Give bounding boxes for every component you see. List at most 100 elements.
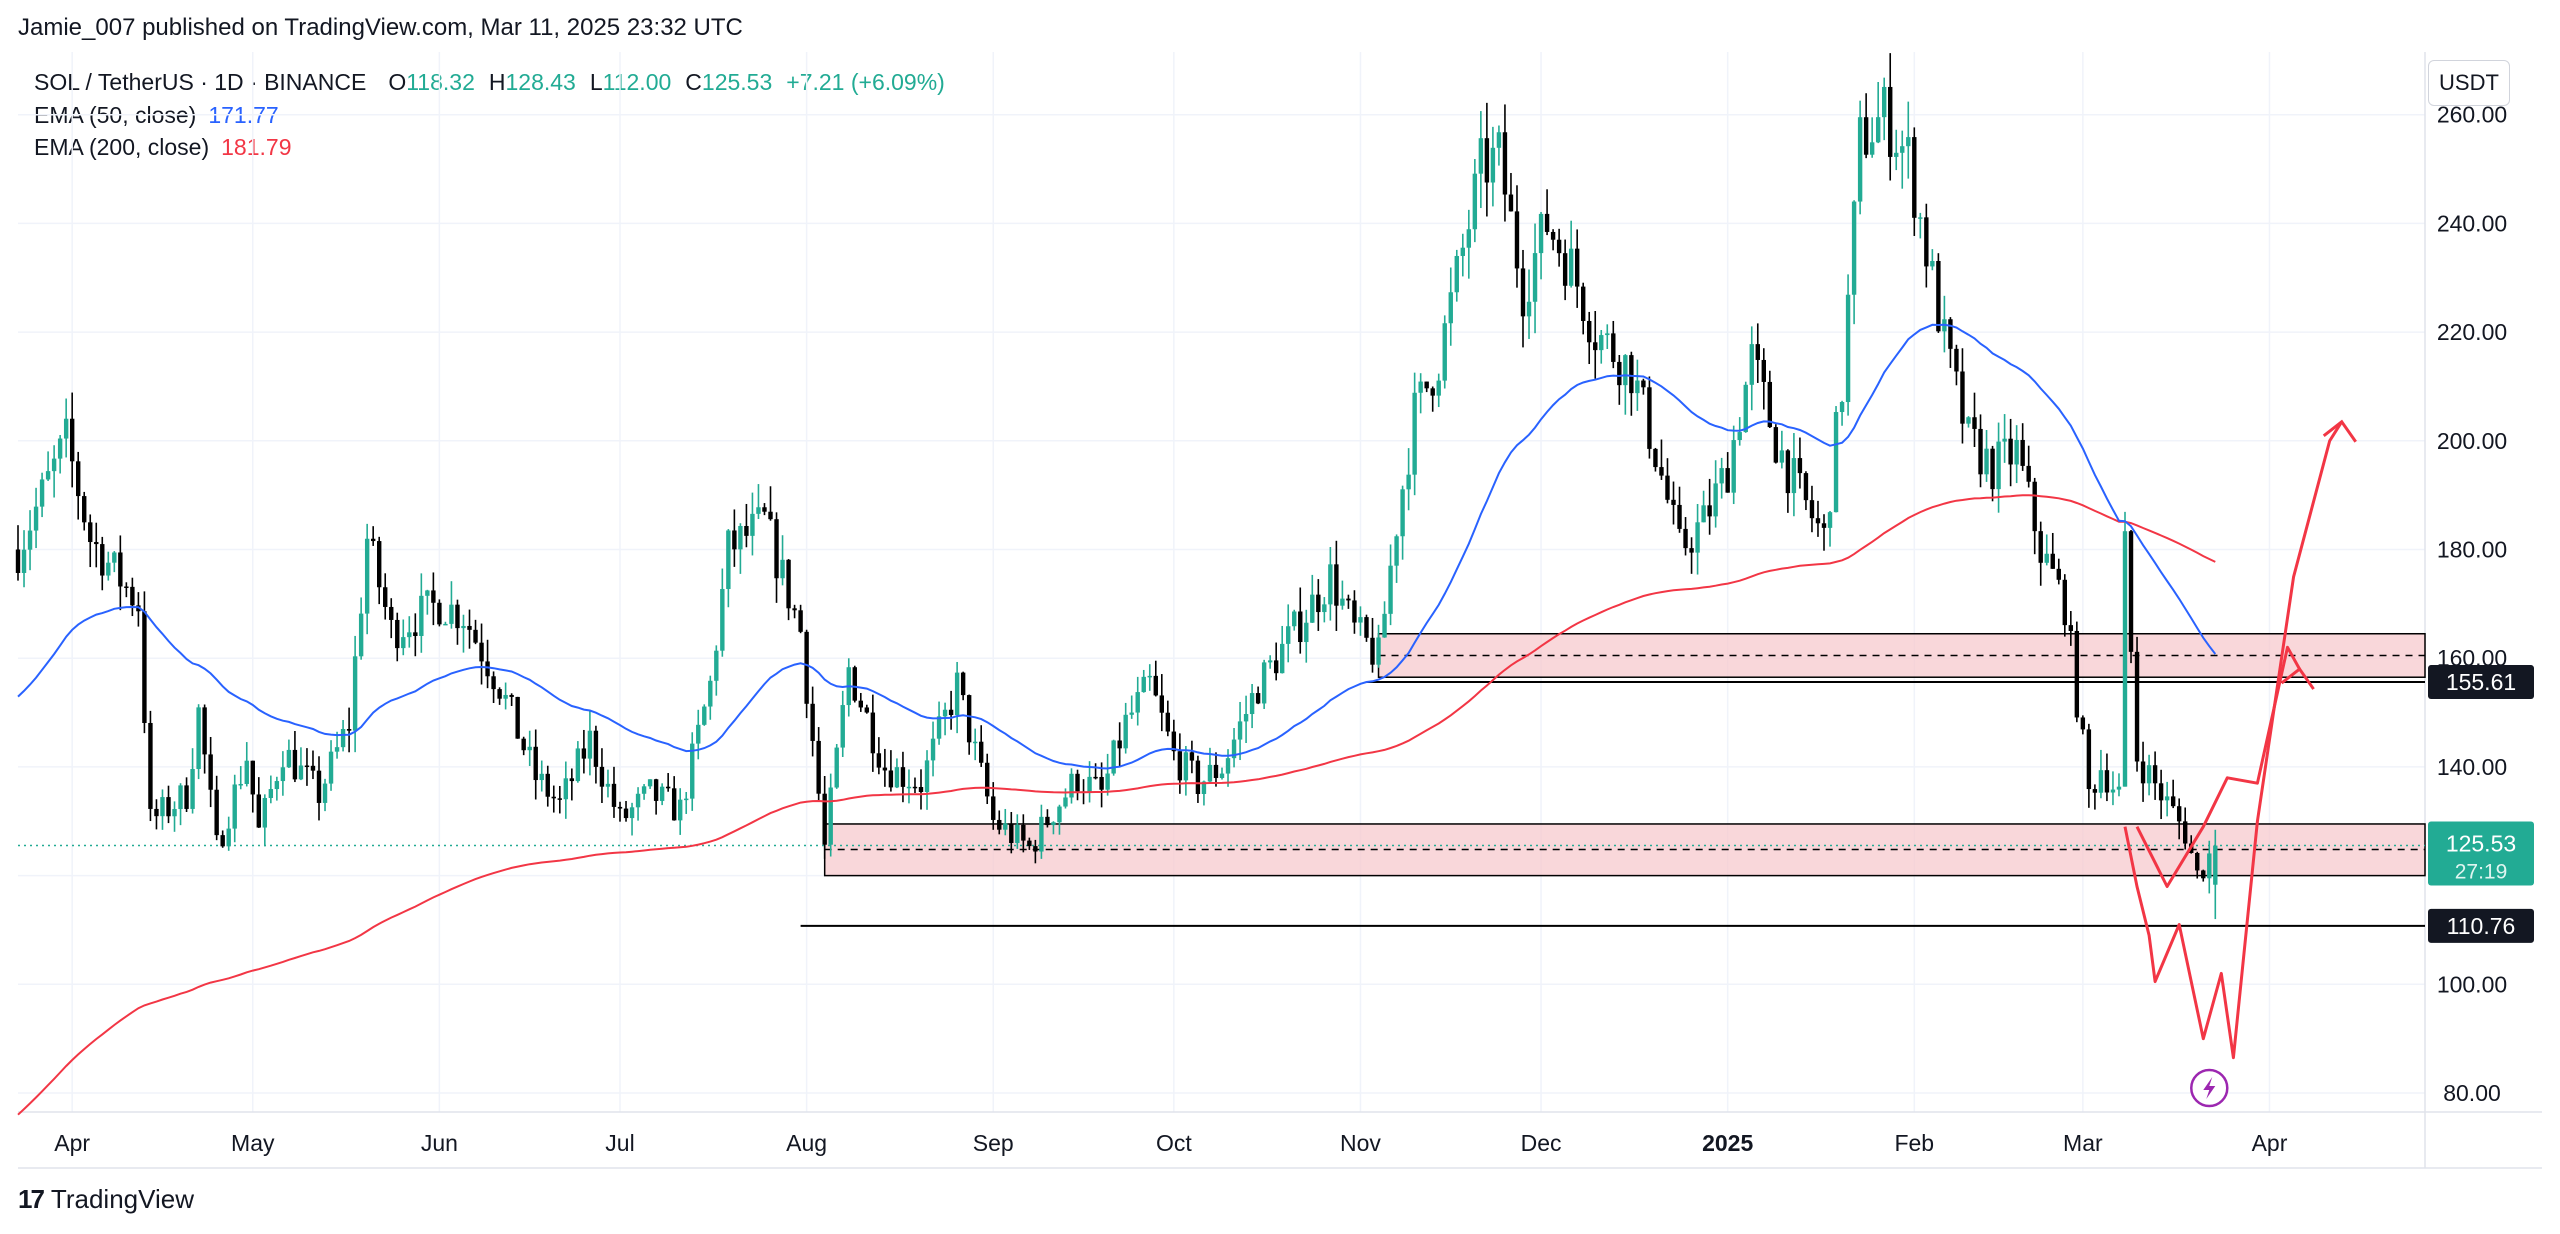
candle	[581, 729, 587, 774]
candle-body	[220, 835, 225, 847]
candle-body	[1749, 344, 1754, 385]
candle-body	[1418, 381, 1423, 393]
level-price-label-box	[2428, 908, 2534, 943]
candle	[1460, 233, 1465, 277]
candle-body	[954, 672, 960, 716]
candle	[2074, 621, 2080, 723]
candle-body	[557, 798, 562, 800]
candle-body	[130, 586, 135, 606]
candle	[2020, 423, 2025, 471]
candle-body	[2134, 651, 2140, 762]
candle-body	[611, 783, 617, 807]
candle-body	[720, 588, 725, 651]
open-label: O	[388, 69, 407, 95]
candle	[756, 484, 761, 520]
ema200-row[interactable]: EMA (200, close) 181.79	[34, 131, 945, 164]
candle	[51, 445, 57, 498]
candle-body	[1063, 797, 1068, 807]
candle	[864, 704, 870, 714]
candle	[960, 671, 966, 701]
candle-body	[2146, 765, 2152, 784]
candle	[551, 785, 556, 813]
candle-body	[1671, 499, 1676, 505]
time-tick-label: Oct	[1156, 1130, 1192, 1156]
candle	[1695, 504, 1700, 575]
candle	[491, 671, 496, 703]
candle-body	[2104, 770, 2110, 793]
candle-body	[991, 796, 996, 820]
candle	[2164, 781, 2170, 817]
candle-body	[232, 784, 237, 829]
candles	[15, 53, 2218, 920]
candle	[2146, 754, 2152, 796]
price-tick-label: 140.00	[2437, 754, 2507, 780]
candle	[142, 591, 147, 734]
candle-body	[1472, 173, 1478, 230]
candle	[2068, 611, 2074, 646]
candle-body	[768, 511, 773, 520]
candle	[1845, 274, 1851, 416]
candle	[1231, 728, 1237, 768]
candle	[364, 523, 370, 635]
candle	[425, 589, 430, 615]
candle	[894, 758, 900, 789]
candle-body	[1623, 355, 1628, 386]
candle-body	[1087, 776, 1092, 793]
currency-unit-button[interactable]: USDT	[2428, 60, 2510, 106]
candle	[461, 614, 466, 653]
candle-body	[1797, 458, 1803, 474]
candle	[15, 525, 21, 581]
candle	[828, 773, 833, 857]
symbol-label[interactable]: SOL / TetherUS · 1D · BINANCE	[34, 69, 367, 95]
candle-body	[678, 799, 683, 821]
candle-body	[690, 743, 695, 799]
candle	[599, 748, 605, 804]
candle-body	[1412, 392, 1417, 475]
candle-body	[732, 530, 737, 550]
candle-body	[1677, 504, 1682, 529]
candle	[220, 830, 225, 848]
tradingview-logo[interactable]: 17 TradingView	[18, 1184, 194, 1215]
candle-body	[1900, 146, 1905, 153]
candle-body	[1611, 333, 1616, 362]
candle-body	[310, 765, 316, 771]
candle	[1370, 617, 1375, 673]
candle	[1972, 392, 1977, 448]
time-tick-label: 2025	[1702, 1130, 1753, 1156]
time-tick-label: Sep	[973, 1130, 1014, 1156]
candle	[1490, 126, 1496, 207]
candle-body	[762, 507, 767, 512]
candle-body	[389, 606, 394, 620]
candle	[1960, 348, 1965, 444]
candle	[991, 782, 996, 830]
candle-body	[364, 538, 370, 614]
candle-body	[726, 530, 731, 589]
candle	[214, 775, 219, 841]
candle-body	[82, 496, 87, 523]
candle	[1400, 485, 1405, 560]
candle	[148, 710, 153, 822]
candle-body	[1635, 380, 1640, 394]
candle-body	[1267, 660, 1273, 663]
candle	[792, 604, 797, 619]
candle	[1984, 429, 1989, 482]
candle	[1364, 614, 1369, 642]
candle-body	[2164, 796, 2170, 801]
candle	[563, 761, 569, 819]
candle-body	[1839, 402, 1845, 413]
candle	[1587, 311, 1592, 365]
candle	[328, 740, 334, 791]
candle-body	[1581, 286, 1586, 321]
candle-body	[1346, 598, 1351, 601]
candle	[1683, 517, 1688, 556]
candle-body	[1183, 752, 1189, 781]
candle	[1027, 837, 1032, 850]
candle	[696, 709, 701, 760]
candle-body	[816, 740, 821, 794]
candle	[1863, 93, 1869, 159]
candle-body	[659, 786, 665, 801]
candle-body	[1809, 500, 1815, 519]
candle	[2038, 521, 2043, 586]
candle-body	[1201, 781, 1207, 794]
